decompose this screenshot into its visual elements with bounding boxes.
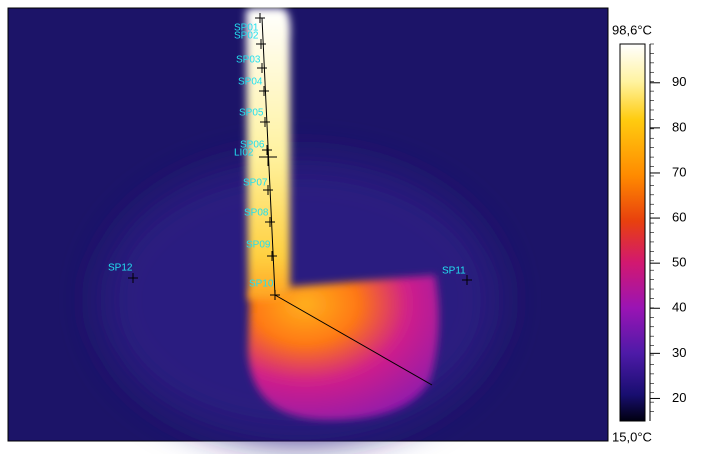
color-scale bbox=[620, 44, 645, 421]
line-label: LI02 bbox=[234, 148, 254, 159]
spot-label: SP07 bbox=[243, 178, 268, 189]
scale-max: 98,6°C bbox=[612, 22, 652, 37]
tick-label: 50 bbox=[672, 255, 686, 270]
spot-label: SP02 bbox=[234, 31, 259, 42]
spot-label: SP10 bbox=[249, 279, 274, 290]
scale-min: 15,0°C bbox=[612, 429, 652, 444]
spot-label: SP03 bbox=[236, 55, 261, 66]
tick-label: 40 bbox=[672, 300, 686, 315]
spot-label: SP12 bbox=[108, 263, 133, 274]
tick-label: 60 bbox=[672, 210, 686, 225]
spot-label: SP04 bbox=[238, 77, 263, 88]
tick-label: 80 bbox=[672, 119, 686, 134]
thermal-screenshot: 98,6°C 15,0°C SP01SP02SP03SP04SP05SP06SP… bbox=[0, 0, 720, 454]
spot-label: SP09 bbox=[246, 240, 271, 251]
tick-label: 20 bbox=[672, 390, 686, 405]
spot-label: SP05 bbox=[239, 108, 264, 119]
tick-label: 90 bbox=[672, 74, 686, 89]
tick-label: 70 bbox=[672, 164, 686, 179]
tick-label: 30 bbox=[672, 345, 686, 360]
spot-label: SP08 bbox=[244, 208, 269, 219]
spot-label: SP11 bbox=[442, 266, 466, 277]
page: 98,6°C 15,0°C SP01SP02SP03SP04SP05SP06SP… bbox=[0, 0, 720, 459]
